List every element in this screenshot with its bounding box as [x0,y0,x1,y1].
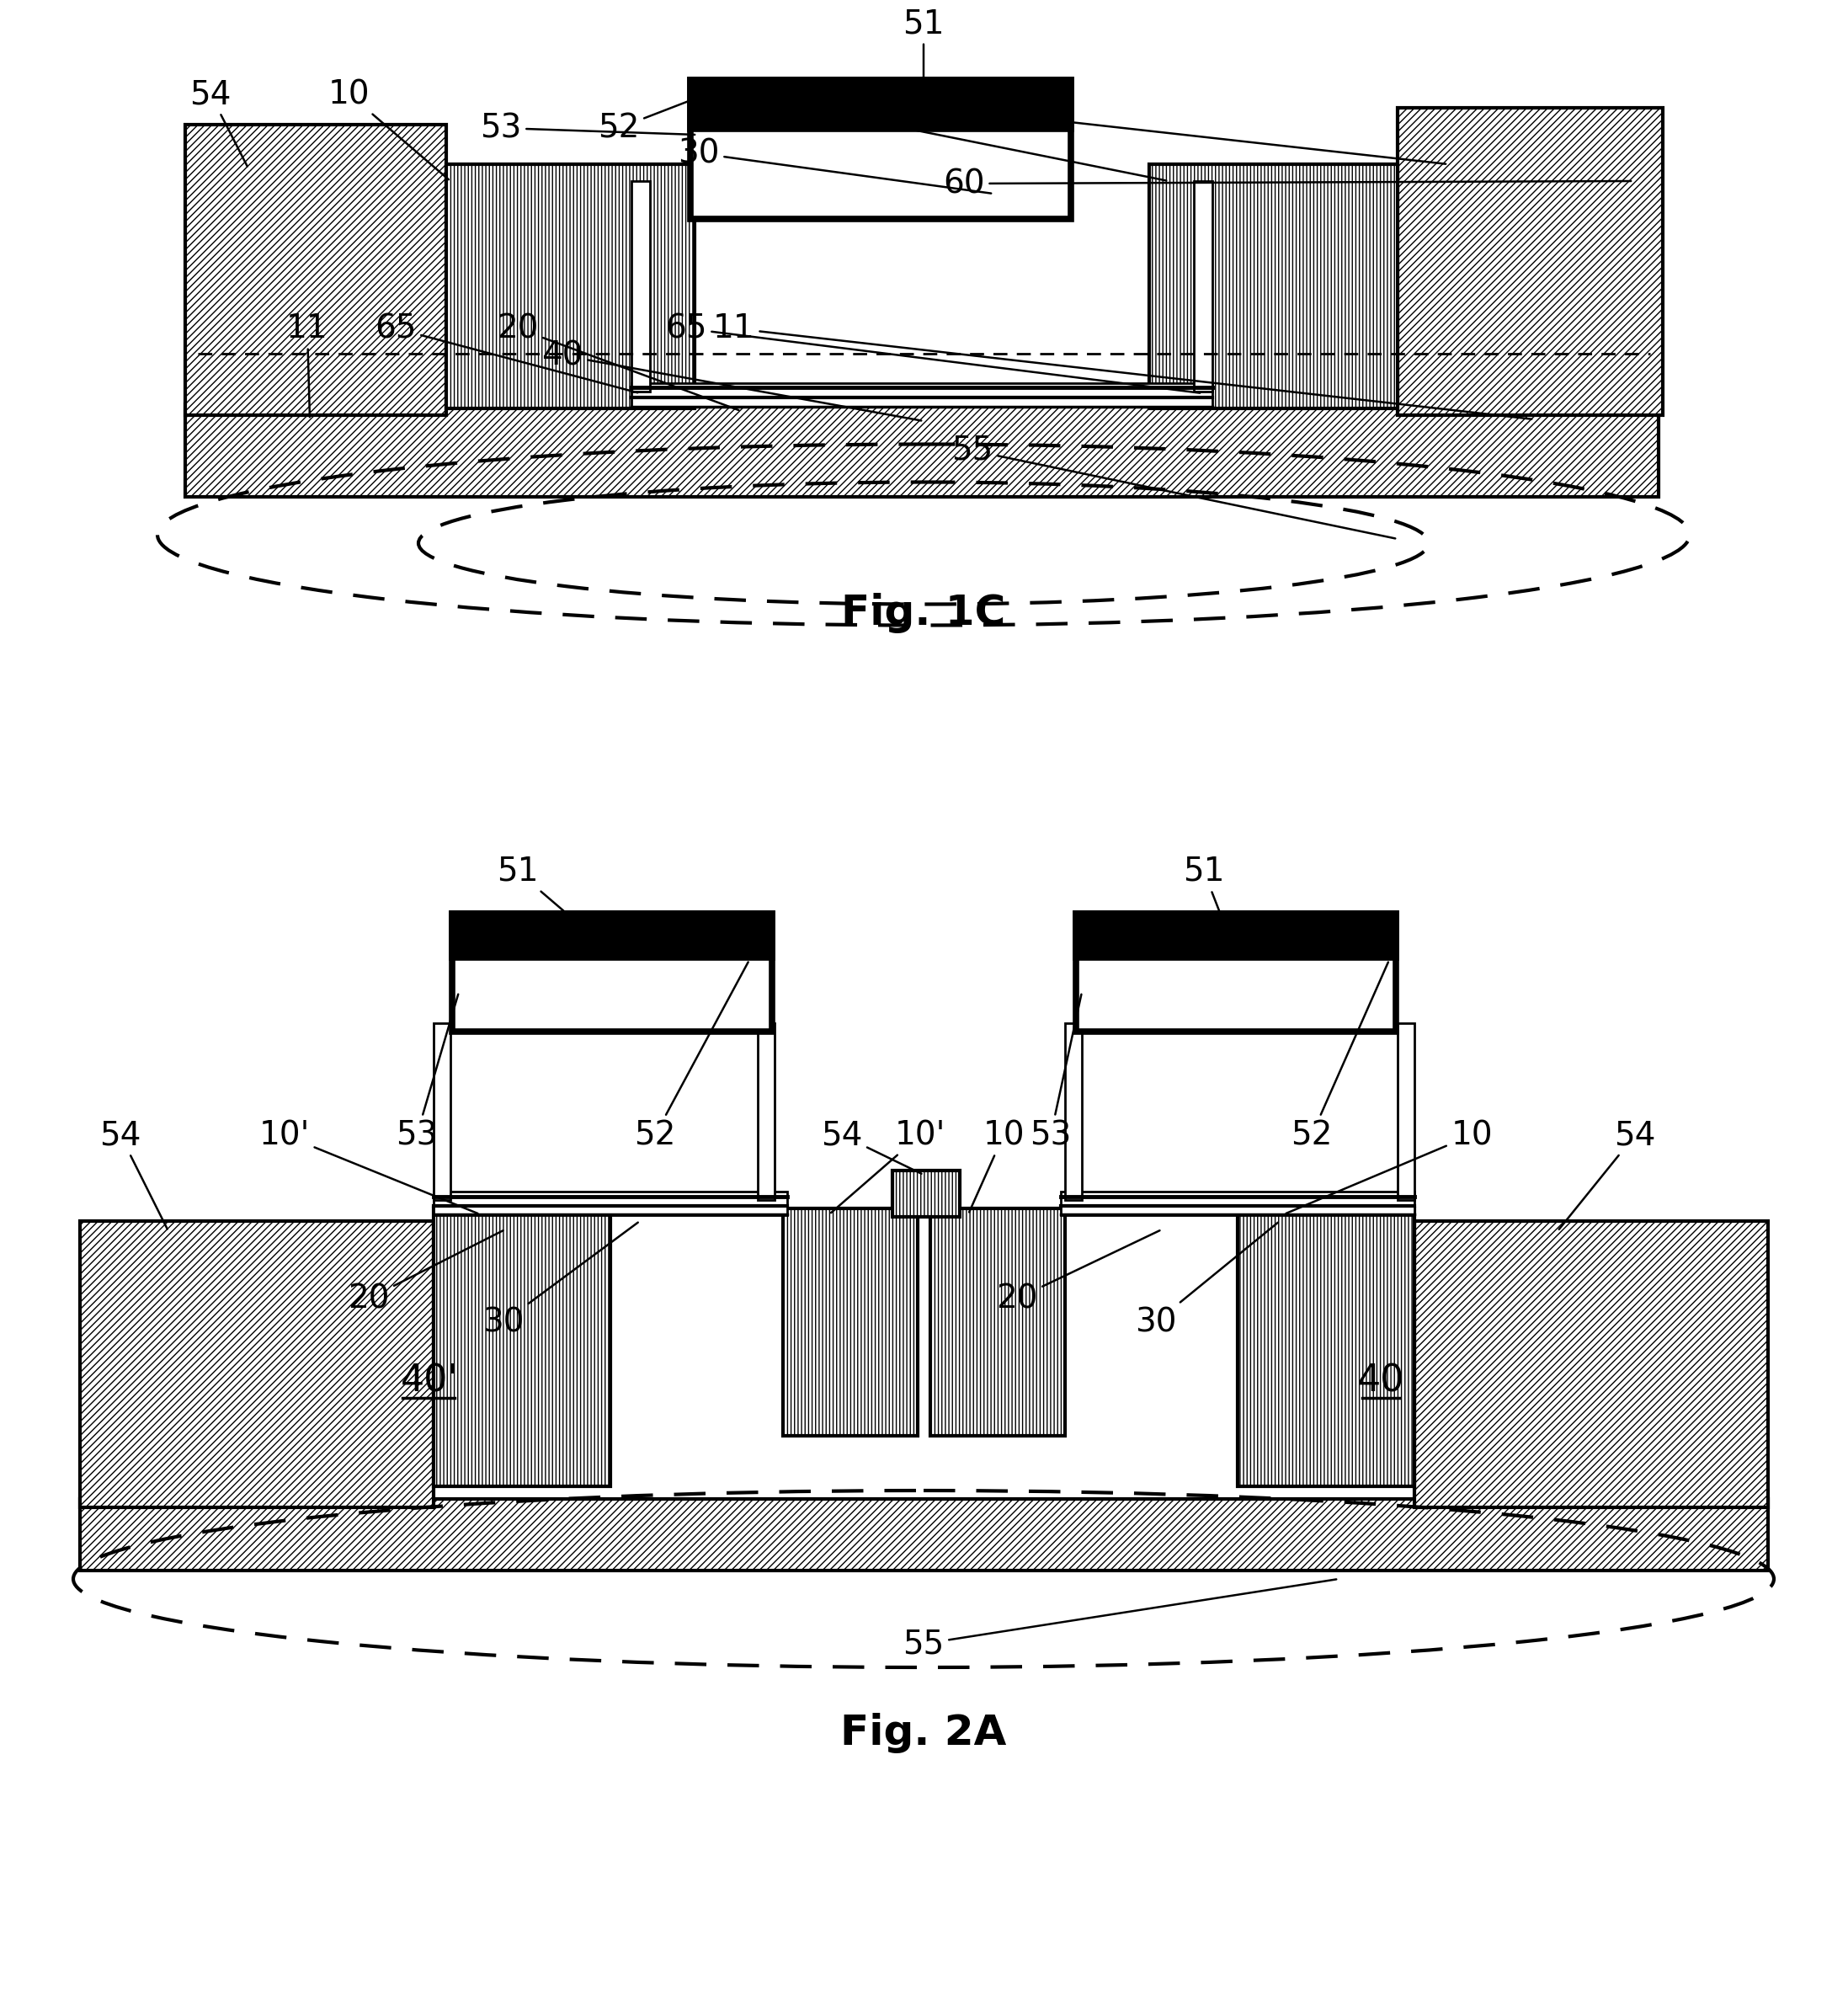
Text: 65: 65 [665,312,1199,393]
Text: 20: 20 [347,1230,503,1314]
Text: Fig. 2A: Fig. 2A [841,1714,1007,1754]
Text: 51: 51 [497,855,604,946]
Bar [185,125,445,415]
Bar [632,383,1212,407]
Bar [1064,1238,1756,1500]
Bar [930,1208,1064,1435]
Text: 52: 52 [599,85,730,143]
Text: Fig. 1C: Fig. 1C [841,593,1005,633]
Bar [784,1208,918,1435]
Bar [445,163,695,409]
Text: 40: 40 [541,339,922,421]
Bar [453,913,772,1032]
Text: 51: 51 [1183,855,1233,946]
Bar [893,1171,959,1218]
Text: 53: 53 [395,994,458,1151]
Bar [1064,1024,1081,1200]
Text: 65: 65 [375,312,638,393]
Bar [434,1024,451,1200]
Text: 10': 10' [832,1119,946,1214]
Text: 20: 20 [996,1230,1161,1314]
Bar [185,405,1658,496]
Text: 53: 53 [1029,994,1081,1151]
Text: 52: 52 [1292,962,1388,1151]
Text: 10: 10 [968,1119,1024,1212]
Text: 54: 54 [800,79,1445,163]
Bar [1061,1191,1414,1216]
Text: 10: 10 [1286,1119,1493,1214]
Text: 11: 11 [713,312,1532,419]
Text: 54: 54 [1560,1119,1656,1230]
Text: 54: 54 [100,1119,168,1230]
Bar [434,1191,787,1216]
Bar [691,81,1070,129]
Bar [1076,913,1395,958]
Bar [1149,163,1397,409]
Bar [79,1500,1769,1570]
Text: 40': 40' [401,1363,458,1399]
Text: 10: 10 [715,79,1166,181]
Bar [1194,181,1212,391]
Bar [434,1208,610,1486]
Text: 30: 30 [1135,1222,1279,1339]
Bar [453,913,772,958]
Text: 53: 53 [480,113,695,143]
Text: 30: 30 [678,137,991,194]
Bar [1397,1024,1414,1200]
Bar [79,1222,434,1508]
Text: 11: 11 [286,312,329,417]
Text: 54: 54 [821,1119,922,1173]
Text: 52: 52 [634,962,748,1151]
Bar [632,181,650,391]
Text: 55: 55 [904,1579,1336,1659]
Text: 40: 40 [1356,1363,1404,1399]
Bar [691,81,1070,220]
Text: 51: 51 [902,8,944,79]
Bar [1238,1208,1414,1486]
Text: 54: 54 [190,79,248,167]
Text: 10: 10 [329,79,449,179]
Text: 30: 30 [482,1222,638,1339]
Bar [1397,107,1663,415]
Bar [1076,913,1395,1032]
Text: 60: 60 [942,167,1632,200]
Bar [1414,1222,1769,1508]
Bar [758,1024,774,1200]
Bar [96,1238,787,1500]
Text: 10': 10' [259,1119,479,1214]
Text: 20: 20 [497,312,739,409]
Text: 55: 55 [952,435,1395,538]
